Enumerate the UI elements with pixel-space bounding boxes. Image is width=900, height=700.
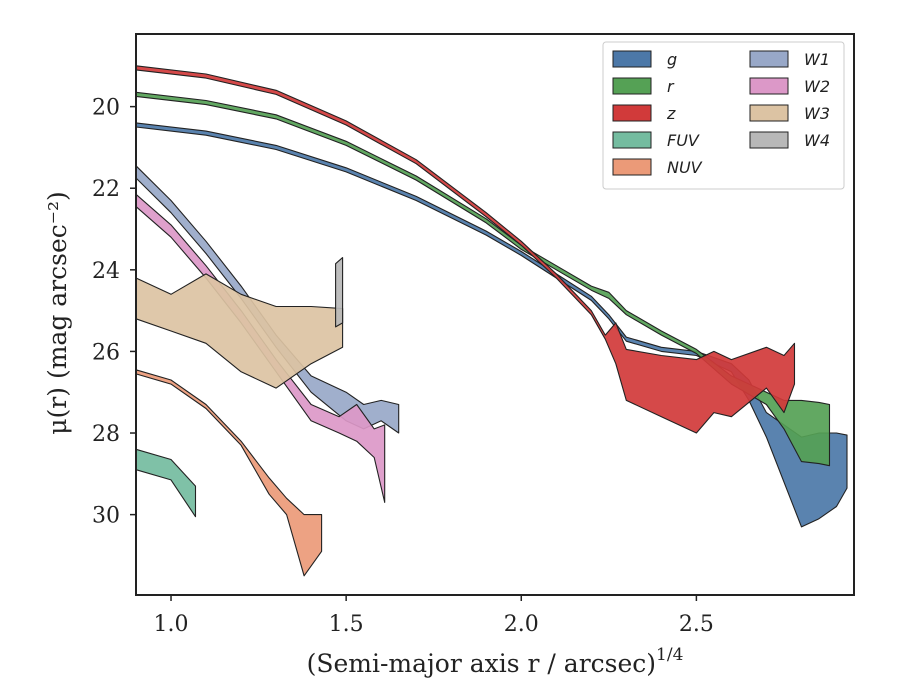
y-axis-title: μ(r) (mag arcsec⁻²): [43, 191, 72, 434]
legend-label-z: z: [666, 104, 676, 123]
y-tick-label: 24: [92, 259, 120, 284]
x-axis-title-exponent: 1/4: [656, 645, 683, 665]
y-tick-label: 22: [92, 177, 120, 202]
band-nuv: [135, 369, 323, 577]
band-w3: [135, 273, 344, 389]
legend-label-nuv: NUV: [667, 158, 703, 177]
y-tick-label: 28: [92, 422, 120, 447]
legend-swatch-nuv: [612, 158, 652, 176]
x-axis-title: (Semi-major axis r / arcsec)1/4: [307, 645, 684, 678]
x-axis-title-text: (Semi-major axis r / arcsec): [307, 649, 656, 678]
x-tick-label: 1.5: [329, 612, 364, 637]
y-axis-ticks: 20 22 24 26 28 30: [92, 96, 136, 529]
legend: grz FUV NUV W1 W2 W3 W4: [602, 41, 845, 190]
band-z: [135, 65, 796, 434]
legend-label-w4: W4: [804, 131, 830, 150]
y-tick-label: 30: [92, 504, 120, 529]
y-tick-label: 26: [92, 340, 120, 365]
legend-label-fuv: FUV: [667, 131, 700, 150]
x-tick-label: 2.0: [504, 612, 539, 637]
legend-swatch-w2: [749, 77, 789, 95]
legend-swatch-r: [612, 77, 652, 95]
x-axis-ticks: 1.0 1.5 2.0 2.5: [154, 595, 714, 637]
y-tick-label: 20: [92, 96, 120, 121]
plot-frame: [135, 33, 855, 596]
band-fuv: [135, 448, 197, 518]
legend-swatch-w1: [749, 50, 789, 68]
band-w4: [335, 257, 344, 328]
legend-swatch-fuv: [612, 131, 652, 149]
legend-label-g: g: [667, 50, 677, 69]
profile-bands: [135, 65, 848, 577]
legend-swatch-w3: [749, 104, 789, 122]
legend-label-r: r: [667, 77, 675, 96]
x-tick-label: 1.0: [154, 612, 189, 637]
legend-label-w1: W1: [804, 50, 830, 69]
legend-label-w3: W3: [804, 104, 830, 123]
legend-swatch-z: [612, 104, 652, 122]
legend-label-w2: W2: [804, 77, 830, 96]
x-tick-label: 2.5: [679, 612, 714, 637]
legend-swatch-w4: [749, 131, 789, 149]
legend-swatch-g: [612, 50, 652, 68]
